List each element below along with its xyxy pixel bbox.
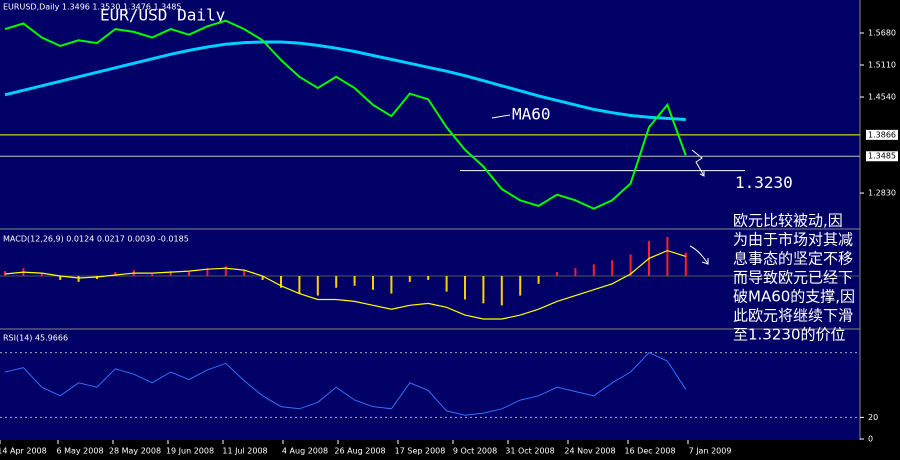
header: EURUSD,Daily 1.3496 1.3530 1.3476 1.3485 [3,3,182,12]
level-label: 1.3866 [868,130,896,139]
macd-bar [206,268,209,276]
y-tick-label: 1.2830 [868,189,896,198]
macd-bar [114,272,117,276]
x-tick-label: 17 Sep 2008 [395,447,446,456]
macd-bar [464,276,466,300]
macd-bar [574,268,577,276]
level-label: 1.3485 [868,152,896,161]
note-line: 欧元比较被动,因 [733,212,843,230]
y-tick-label: 1.5110 [868,61,896,70]
macd-bar [592,264,595,276]
macd-bar [243,270,246,276]
x-tick-label: 28 May 2008 [109,447,161,456]
level-label-box [866,151,898,162]
y-tick-label: 1.5680 [868,29,896,38]
macd-bar [77,276,80,282]
macd-bar [445,276,448,292]
macd-bar [519,276,522,296]
x-tick-label: 24 Nov 2008 [564,447,615,456]
x-tick-label: 11 Jul 2008 [222,447,267,456]
x-tick-label: 16 Dec 2008 [624,447,675,456]
y-tick-label: 0 [868,435,873,444]
macd-bar [188,272,190,276]
x-tick-label: 6 May 2008 [56,447,103,456]
macd-bar [59,276,62,280]
ma60-line [4,40,686,121]
x-tick-label: 14 Apr 2008 [0,447,47,456]
note-line: 破MA60的支撑,因 [733,288,855,306]
macd-bar [40,273,43,276]
macd-bar [390,276,393,294]
macd-bar [316,276,319,296]
x-tick-label: 31 Oct 2008 [505,447,554,456]
macd-bar [151,274,154,276]
macd-bar [169,271,172,276]
macd-bar [261,276,264,280]
macd-bar [298,276,301,294]
rsi-label: RSI(14) 45.9666 [3,334,68,343]
note-line: 为由于市场对其减 [733,231,853,249]
x-tick-label: 9 Oct 2008 [453,447,497,456]
price-line [4,19,687,210]
arrow [691,149,705,177]
note-line: 此欧元将继续下滑 [733,307,853,325]
macd-bar [684,252,687,276]
x-tick-label: 19 Jun 2008 [166,447,214,456]
macd-label: MACD(12,26,9) 0.0124 0.0217 0.0030 -0.01… [3,235,189,244]
arrow [689,245,709,265]
macd-bar [408,276,411,282]
note-line: 息事态的坚定不移 [733,250,853,268]
note-line: 而导致欧元已经下 [733,269,853,287]
macd-bar [335,276,338,288]
macd-bar [427,276,430,280]
note-line: 至1.3230的价位 [733,326,846,344]
macd-bar [280,276,282,288]
macd-bar [482,276,485,304]
y-tick-label: 20 [868,413,878,422]
y-tick-label: 1.4540 [868,93,896,102]
macd-bar [611,260,614,276]
macd-bar [372,276,374,290]
plot-background [0,0,860,440]
macd-bar [353,276,356,286]
macd-bar [537,276,540,284]
x-tick-label: 4 Aug 2008 [282,447,328,456]
macd-line [4,249,686,320]
macd-bar [556,272,558,276]
rsi-line [4,351,687,416]
x-tick-label: 26 Aug 2008 [334,447,385,456]
macd-bar [224,266,227,276]
chart-title: EUR/USD Daily [100,6,226,25]
macd-bar [666,236,669,276]
macd-bar [629,254,632,276]
ma60-pointer [491,114,511,119]
macd-bar [500,276,503,306]
target-label: 1.3230 [735,173,793,192]
ma60-label: MA60 [512,105,551,124]
level-label-box [866,129,898,140]
x-tick-label: 7 Jan 2009 [689,447,732,456]
